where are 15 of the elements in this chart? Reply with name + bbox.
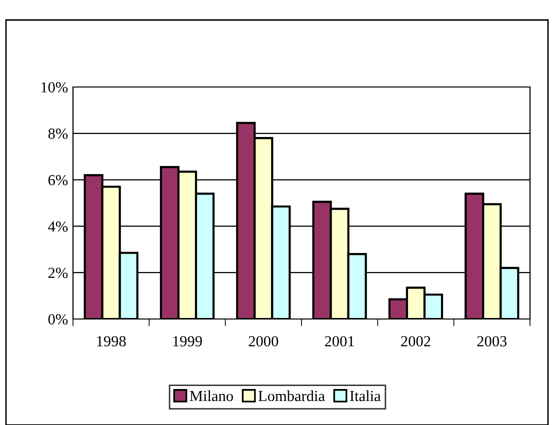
x-tick-label: 1998 (97, 336, 126, 346)
legend-label: Italia (350, 390, 381, 402)
x-tick-label: 1999 (173, 336, 202, 346)
y-tick-label: 0% (48, 314, 68, 324)
y-tick-label: 8% (48, 128, 68, 139)
y-tick-label: 10% (41, 82, 68, 92)
x-tick-label: 2003 (477, 336, 507, 346)
legend-label: Lombardia (258, 390, 325, 402)
x-tick-label: 2001 (324, 336, 354, 346)
x-tick-label: 2002 (401, 336, 430, 346)
x-tick-label: 2000 (248, 336, 278, 346)
legend-label: Milano (190, 390, 233, 402)
y-tick-label: 4% (48, 221, 68, 232)
y-tick-label: 6% (48, 174, 68, 186)
y-tick-label: 2% (48, 268, 68, 278)
